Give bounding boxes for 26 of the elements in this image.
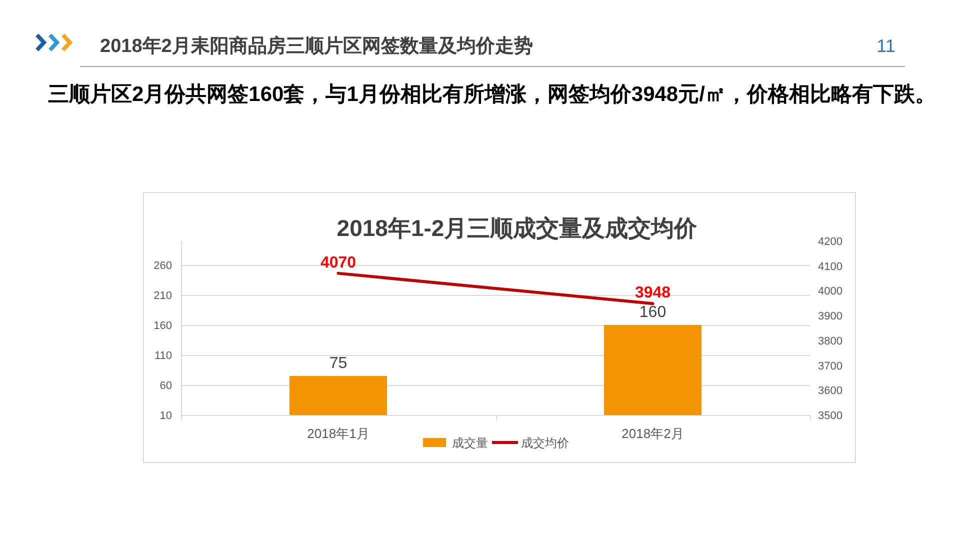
y2-tick-label: 3500 — [818, 410, 842, 422]
data-label: 160 — [639, 304, 666, 321]
legend-label: 成交量 — [452, 436, 488, 450]
legend-label: 成交均价 — [521, 436, 569, 450]
y-tick-label: 160 — [154, 320, 172, 332]
x-tick-label: 2018年1月 — [307, 426, 370, 441]
y-tick-label: 110 — [154, 350, 172, 362]
y2-tick-label: 4000 — [818, 286, 842, 298]
data-label: 75 — [329, 355, 348, 372]
y-tick-label: 260 — [154, 260, 172, 272]
data-label: 4070 — [320, 254, 356, 272]
data-label: 3948 — [634, 284, 671, 302]
y2-tick-label: 4100 — [818, 260, 842, 273]
y2-tick-label: 3800 — [818, 335, 842, 348]
y-tick-label: 210 — [154, 290, 172, 302]
y-tick-label: 60 — [160, 380, 172, 392]
text: 2018年2月耒阳商品房三顺片区网签数量及均价走势 — [100, 35, 533, 57]
text: 三顺片区2月份共网签160套，与1月份相比有所增涨，网签均价3948元/㎡，价格相比略有下跌。 — [48, 83, 936, 106]
chart-title: 2018年1-2月三顺成交量及成交均价 — [336, 215, 698, 241]
y2-tick-label: 4200 — [818, 236, 842, 248]
x-tick-label: 2018年2月 — [622, 426, 684, 441]
y2-tick-label: 3600 — [818, 385, 842, 398]
y-tick-label: 10 — [160, 410, 172, 422]
text: 11 — [876, 36, 896, 56]
y2-tick-label: 3700 — [818, 360, 842, 372]
y2-tick-label: 3900 — [818, 310, 842, 323]
